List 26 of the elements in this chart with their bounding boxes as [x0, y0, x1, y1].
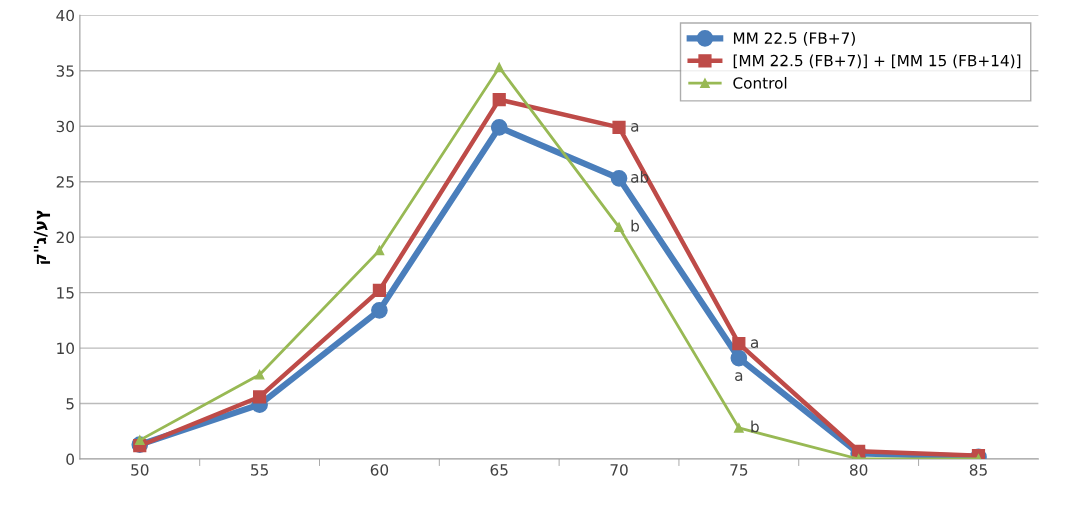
legend-label: Control [733, 76, 787, 89]
x-tick-label: 80 [849, 464, 868, 476]
x-tick-label: 65 [490, 464, 508, 476]
annotation: b [631, 219, 640, 232]
legend-label: [MM 22.5 (FB+7)] + [MM 15 (FB+14)] [733, 54, 1021, 69]
legend-label: MM 22.5 (FB+7) [733, 32, 855, 46]
y-tick-label: 25 [56, 176, 74, 188]
x-tick-label: 55 [251, 464, 268, 476]
x-tick-label: 85 [969, 464, 987, 476]
y-axis-title: ק"ג/עץ [33, 210, 51, 264]
y-tick-label: 15 [57, 287, 74, 299]
x-tick-label: 75 [730, 464, 748, 476]
annotation: a [735, 372, 743, 381]
y-tick-label: 0 [66, 453, 74, 466]
x-tick-label: 50 [131, 464, 149, 476]
y-tick-label: 30 [56, 120, 74, 133]
annotation: b [751, 420, 759, 433]
annotation: a [750, 339, 758, 349]
y-tick-label: 5 [66, 398, 74, 410]
x-tick-label: 70 [610, 464, 628, 476]
y-tick-label: 40 [56, 9, 74, 22]
x-tick-label: 60 [370, 464, 389, 476]
y-tick-label: 10 [57, 342, 74, 355]
y-tick-label: 35 [56, 65, 74, 77]
annotation: a [631, 122, 639, 132]
y-tick-label: 20 [56, 231, 74, 244]
